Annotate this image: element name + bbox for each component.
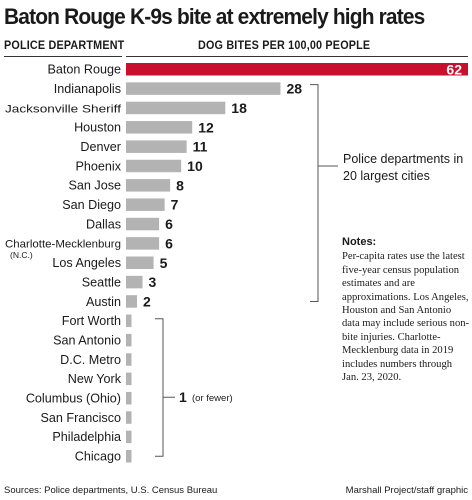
staff-credit: Marshall Project/staff graphic <box>345 485 468 496</box>
bar-denver <box>126 140 187 153</box>
category-labels: Baton Rouge Indianapolis Jacksonville Sher… <box>5 63 122 464</box>
bar-columbus-ohio <box>126 391 132 405</box>
bar-austin <box>126 295 138 308</box>
value-label-indianapolis: 28 <box>286 81 302 97</box>
brackets: 1 (or fewer) <box>155 84 338 457</box>
category-label-austin: Austin <box>86 295 121 309</box>
category-label-chicago: Chicago <box>75 450 121 464</box>
source-credit: Sources: Police departments, U.S. Census… <box>4 485 218 496</box>
bar-san-francisco <box>126 411 132 424</box>
category-label-san-antonio: San Antonio <box>53 333 121 347</box>
bar-charlotte-mecklenburg <box>126 237 160 250</box>
category-label-san-diego: San Diego <box>62 198 121 212</box>
bar-jacksonville-sheriff <box>126 101 226 115</box>
category-label-san-francisco: San Francisco <box>41 411 122 425</box>
value-label-denver: 11 <box>193 139 208 155</box>
chart-title: Baton Rouge K-9s bite at extremely high … <box>4 4 425 29</box>
category-label-indianapolis: Indianapolis <box>54 82 121 96</box>
bar-houston <box>126 121 193 134</box>
header-rule-left <box>4 56 122 57</box>
value-label-san-diego: 7 <box>171 197 179 213</box>
category-label-new-york: New York <box>68 372 122 386</box>
bar-fort-worth <box>126 314 132 328</box>
category-label-houston: Houston <box>74 121 121 135</box>
bar-indianapolis <box>126 82 281 95</box>
bar-san-jose <box>126 179 171 192</box>
bar-los-angeles <box>126 256 154 269</box>
category-sublabel-charlotte-mecklenburg: (N.C.) <box>10 250 33 260</box>
value-label-austin: 2 <box>143 293 151 309</box>
bar-philadelphia <box>126 430 132 444</box>
category-label-phoenix: Phoenix <box>75 159 121 173</box>
bar-new-york <box>126 372 132 386</box>
value-label-jacksonville-sheriff: 18 <box>231 100 247 116</box>
bar-phoenix <box>126 159 182 173</box>
value-label-baton-rouge: 62 <box>446 61 462 77</box>
bar-chicago <box>126 450 132 463</box>
category-label-seattle: Seattle <box>82 275 121 289</box>
category-label-d-c-metro: D.C. Metro <box>60 353 121 367</box>
bar-dallas <box>126 217 160 231</box>
notes-title: Notes: <box>342 236 377 248</box>
column-header-value: DOG BITES PER 100,00 PEOPLE <box>198 38 371 52</box>
bar-d-c-metro <box>126 353 132 366</box>
category-label-los-angeles: Los Angeles <box>52 256 121 270</box>
value-label-san-jose: 8 <box>176 177 184 193</box>
bar-san-antonio <box>126 333 132 347</box>
bracket-value-label: 1 <box>179 389 187 405</box>
bar-seattle <box>126 275 143 289</box>
column-header-department: POLICE DEPARTMENT <box>4 38 125 52</box>
value-labels: 62 28 18 12 11 108 7 6 6 53 2 <box>143 61 462 309</box>
category-label-charlotte-mecklenburg: Charlotte-Mecklenburg <box>5 239 121 251</box>
category-label-denver: Denver <box>80 140 121 154</box>
header-rule-right <box>126 56 468 57</box>
bars <box>126 63 468 463</box>
category-label-san-jose: San Jose <box>68 179 121 193</box>
bar-san-diego <box>126 198 165 211</box>
notes-block: Notes: Per-capita rates use the latest f… <box>342 236 470 384</box>
value-label-dallas: 6 <box>165 216 173 232</box>
category-label-jacksonville-sheriff: Jacksonville Sheriff <box>5 103 122 115</box>
bracket-one-or-fewer <box>155 318 175 457</box>
value-label-phoenix: 10 <box>187 158 203 174</box>
value-label-houston: 12 <box>198 119 214 135</box>
bar-baton-rouge <box>126 63 468 76</box>
bracket-note-label: (or fewer) <box>192 393 233 404</box>
value-label-charlotte-mecklenburg: 6 <box>165 235 173 251</box>
notes-body: Per-capita rates use the latest five-yea… <box>342 251 470 384</box>
category-label-philadelphia: Philadelphia <box>52 430 121 444</box>
category-label-columbus-ohio: Columbus (Ohio) <box>26 392 121 406</box>
category-label-fort-worth: Fort Worth <box>62 314 121 328</box>
bracket-largest-cities <box>310 84 338 302</box>
value-label-seattle: 3 <box>149 274 157 290</box>
category-label-dallas: Dallas <box>86 217 121 231</box>
category-label-baton-rouge: Baton Rouge <box>47 63 121 77</box>
value-label-los-angeles: 5 <box>160 255 168 271</box>
bracket-label-largest-cities: Police departments in 20 largest cities <box>343 152 464 183</box>
